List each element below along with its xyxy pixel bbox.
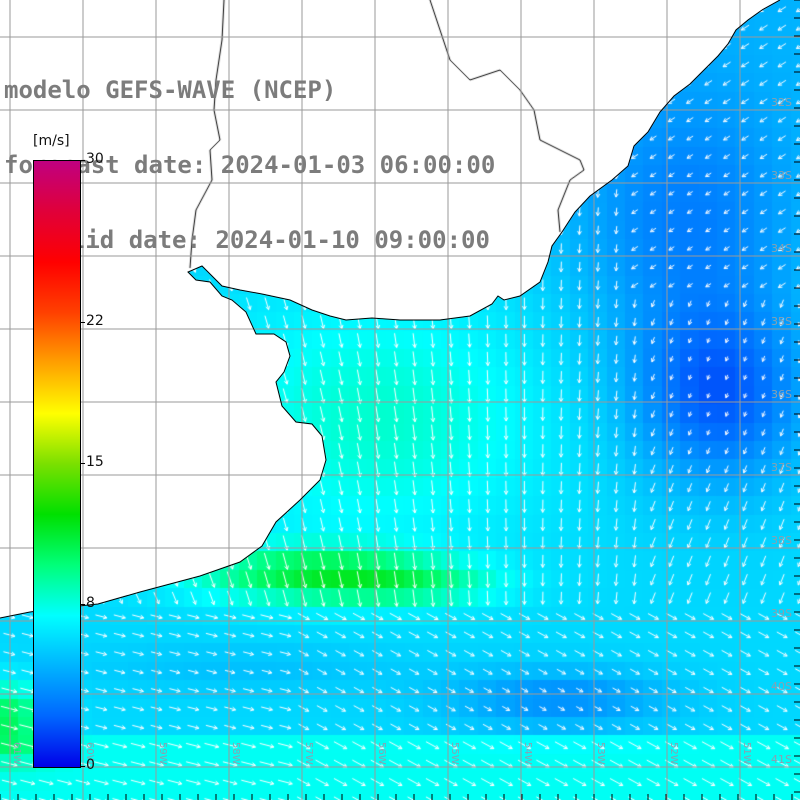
latitude-label: 39S — [771, 607, 792, 620]
latitude-label: 36S — [771, 388, 792, 401]
latitude-label: 38S — [771, 534, 792, 547]
latitude-label: 37S — [771, 461, 792, 474]
model-title: modelo GEFS-WAVE (NCEP) — [4, 76, 337, 104]
valid-date: valid date: 2024-01-10 09:00:00 — [42, 226, 490, 254]
longitude-label: 54W — [522, 742, 533, 765]
coastline — [0, 0, 781, 619]
forecast-date: forecast date: 2024-01-03 06:00:00 — [4, 151, 496, 179]
longitude-label: 53W — [595, 742, 606, 765]
longitude-label: 56W — [376, 742, 387, 765]
longitude-label: 60W — [84, 742, 95, 765]
longitude-label: 59W — [157, 742, 168, 765]
longitude-label: 51W — [741, 742, 752, 765]
map-title: modelo GEFS-WAVE (NCEP) forecast date: 2… — [4, 28, 495, 303]
latitude-label: 34S — [771, 242, 792, 255]
latitude-label: 41S — [771, 753, 792, 766]
latitude-label: 40S — [771, 680, 792, 693]
longitude-label: 61W — [11, 742, 22, 765]
longitude-label: 52W — [668, 742, 679, 765]
longitude-label: 57W — [303, 742, 314, 765]
latitude-label: 35S — [771, 315, 792, 328]
latitude-label: 32S — [771, 96, 792, 109]
longitude-label: 58W — [230, 742, 241, 765]
longitude-label: 55W — [449, 742, 460, 765]
latitude-label: 33S — [771, 169, 792, 182]
